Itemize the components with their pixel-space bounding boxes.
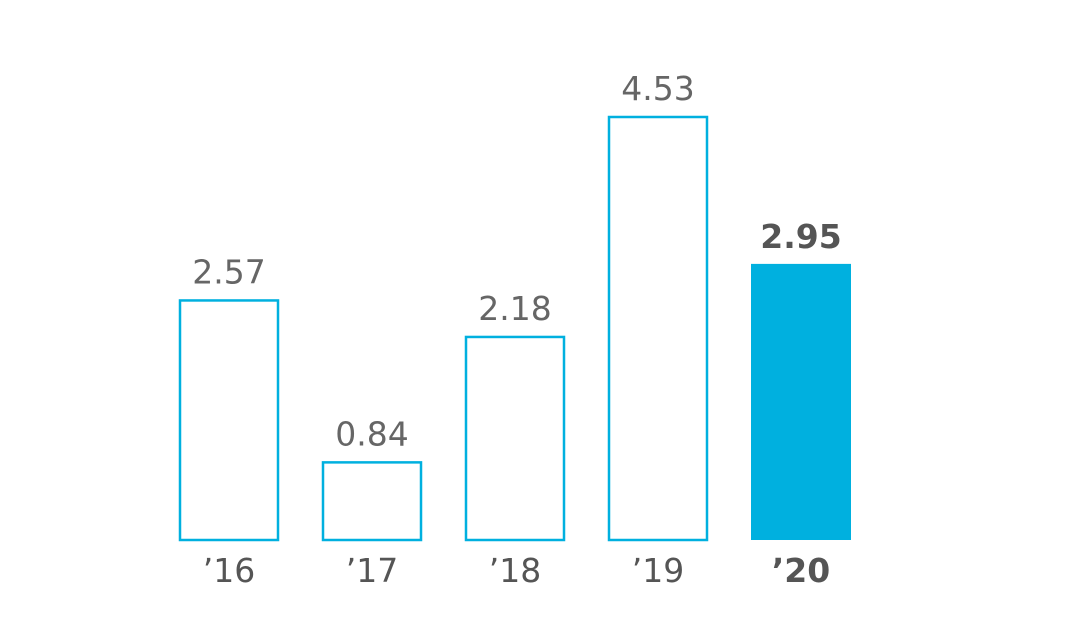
value-labels-group: 2.57 0.84 2.18 4.53 2.95 bbox=[192, 69, 841, 453]
bar-2 bbox=[464, 335, 566, 542]
x-axis-tick-labels: ’16 ’17 ’18 ’19 ’20 bbox=[203, 551, 830, 590]
value-label-3: 4.53 bbox=[621, 69, 694, 108]
bars-group bbox=[178, 115, 851, 542]
bar-3 bbox=[607, 115, 709, 542]
value-label-4: 2.95 bbox=[760, 217, 841, 256]
tick-label-3: ’19 bbox=[632, 551, 684, 590]
bar-1 bbox=[321, 461, 423, 542]
tick-label-0: ’16 bbox=[203, 551, 255, 590]
bar-4 bbox=[751, 263, 851, 540]
tick-label-1: ’17 bbox=[346, 551, 398, 590]
tick-label-2: ’18 bbox=[489, 551, 541, 590]
value-label-1: 0.84 bbox=[335, 414, 408, 453]
value-label-0: 2.57 bbox=[192, 252, 265, 291]
bar-0 bbox=[178, 299, 280, 542]
value-label-2: 2.18 bbox=[478, 289, 551, 328]
tick-label-4: ’20 bbox=[772, 551, 830, 590]
